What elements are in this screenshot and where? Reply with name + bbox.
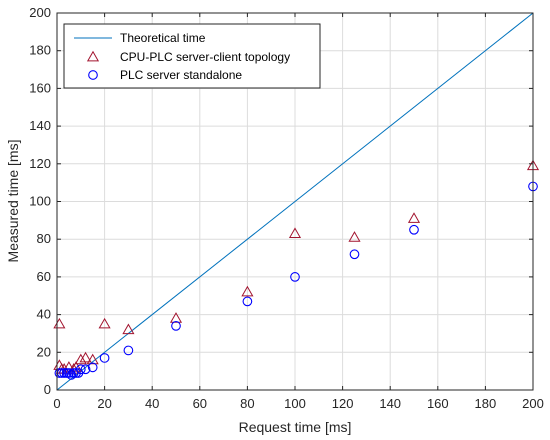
circle-point [66, 370, 77, 380]
circle-point [123, 345, 134, 356]
triangle-point [407, 212, 421, 223]
tick-layer: 0 20 40 60 80 100 120 140 160 180 200 0 20 40 60 80 100 1… [29, 5, 544, 411]
triangle-point [288, 227, 302, 238]
x-tick-label: 180 [475, 396, 497, 411]
triangle-point [122, 323, 135, 335]
y-tick-label: 120 [29, 156, 51, 171]
legend: Theoretical time CPU-PLC server-client to… [63, 23, 321, 89]
triangle-point [241, 285, 254, 297]
circle-point [171, 321, 181, 331]
circle-point [99, 353, 110, 363]
legend-entry-label: PLC server standalone [120, 68, 242, 82]
triangle-point [69, 361, 83, 372]
y-tick-label: 20 [37, 344, 51, 359]
y-tick-label: 180 [29, 43, 51, 58]
plc-standalone-series [54, 181, 538, 380]
x-axis-label: Request time [ms] [239, 419, 352, 435]
legend-circle-swatch [88, 70, 98, 80]
triangle-point [169, 312, 183, 323]
triangle-point [86, 353, 99, 365]
y-tick-label: 160 [29, 80, 51, 95]
circle-point [409, 224, 419, 235]
y-tick-label: 140 [29, 118, 51, 133]
circle-point [59, 368, 69, 378]
y-tick-label: 200 [29, 5, 51, 20]
legend-entry-label: Theoretical time [120, 31, 206, 45]
circle-point [75, 364, 86, 375]
y-axis-label: Measured time [ms] [5, 140, 21, 263]
x-tick-label: 200 [522, 396, 544, 411]
triangle-point [98, 317, 111, 329]
legend-box [63, 23, 321, 89]
legend-items: Theoretical time CPU-PLC server-client to… [74, 31, 290, 82]
legend-entry-label: CPU-PLC server-client topology [120, 50, 290, 64]
triangle-point [74, 353, 87, 365]
circle-point [87, 362, 98, 373]
x-tick-label: 140 [379, 396, 401, 411]
circle-point [349, 249, 360, 260]
circle-point [64, 368, 74, 378]
theoretical-time-line [56, 12, 534, 391]
series-layer [53, 12, 540, 391]
circle-point [54, 368, 65, 378]
circle-point [290, 272, 300, 282]
x-tick-label: 20 [97, 396, 111, 411]
y-tick-label: 100 [29, 194, 51, 209]
circle-point [242, 296, 253, 307]
circle-point [61, 368, 72, 378]
x-tick-label: 120 [332, 396, 354, 411]
y-tick-label: 40 [37, 307, 51, 322]
triangle-point [79, 351, 92, 363]
x-tick-label: 60 [193, 396, 207, 411]
triangle-point [348, 231, 361, 242]
circle-point [80, 364, 91, 375]
x-tick-label: 0 [53, 396, 60, 411]
y-tick-label: 80 [37, 231, 51, 246]
x-tick-label: 100 [284, 396, 306, 411]
y-tick-label: 60 [37, 269, 51, 284]
x-tick-label: 40 [145, 396, 159, 411]
x-tick-label: 160 [427, 396, 449, 411]
legend-triangle-swatch [86, 50, 100, 62]
x-tick-label: 80 [240, 396, 254, 411]
y-tick-label: 0 [44, 382, 51, 397]
